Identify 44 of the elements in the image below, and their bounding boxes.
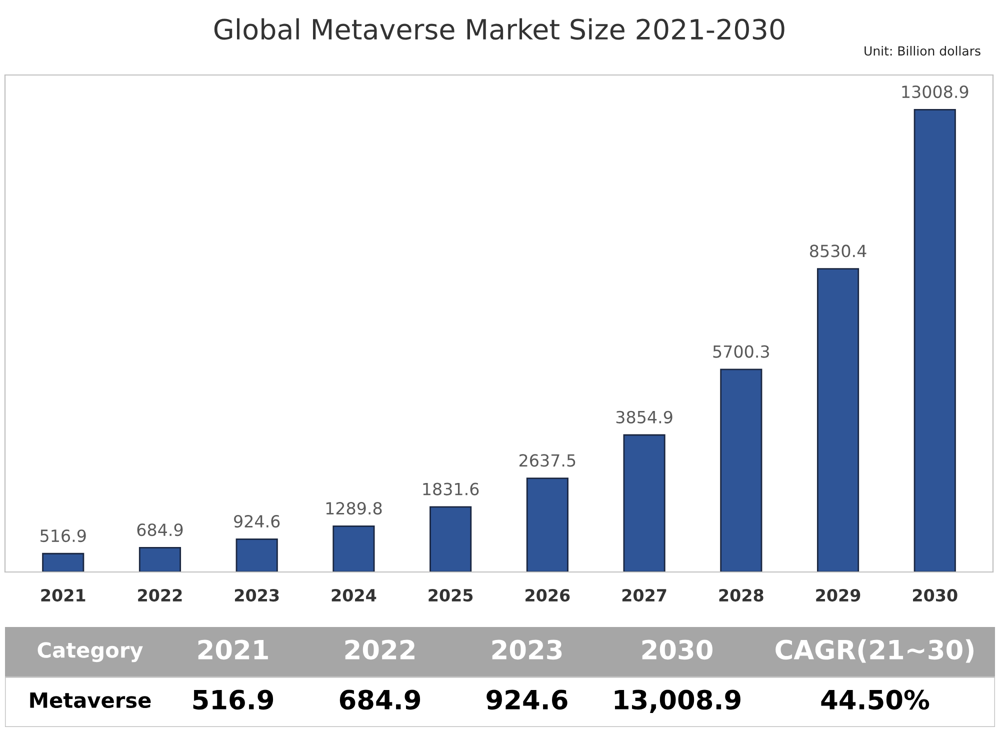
- text: Metaverse: [30, 692, 151, 708]
- bar: [720, 368, 762, 572]
- x-tick-label: 2030: [913, 588, 958, 602]
- text: 684.9: [340, 690, 420, 710]
- bar: [42, 552, 84, 572]
- x-tick-label: 2025: [428, 588, 473, 602]
- x-tick-label: 2022: [138, 588, 182, 602]
- text: 516.9: [193, 690, 274, 710]
- bar: [816, 268, 860, 572]
- data-label: 8530.4: [810, 244, 866, 258]
- chart-title: Global Metaverse Market Size 2021-2030: [214, 18, 784, 40]
- x-tick-label: 2024: [332, 588, 376, 602]
- bar: [430, 506, 472, 572]
- text: Category: [38, 642, 143, 662]
- bar: [623, 434, 666, 572]
- data-label: 5700.3: [713, 345, 769, 358]
- bar: [236, 538, 278, 572]
- data-label: 13008.9: [902, 86, 968, 98]
- data-label: 1831.6: [423, 482, 479, 496]
- bar: [332, 525, 375, 572]
- bar: [526, 478, 568, 572]
- data-label: 924.6: [234, 514, 280, 528]
- text: 2021: [198, 640, 268, 660]
- data-label: 684.9: [137, 523, 183, 536]
- text: 44.50%: [821, 690, 930, 710]
- x-tick-label: 2023: [234, 588, 279, 602]
- x-tick-label: 2021: [41, 588, 86, 602]
- x-tick-label: 2026: [526, 588, 570, 602]
- data-label: 516.9: [40, 529, 86, 542]
- text: 2022: [345, 640, 414, 660]
- data-label: 2637.5: [519, 454, 576, 467]
- data-label: 1289.8: [326, 502, 382, 515]
- x-tick-label: 2028: [719, 588, 764, 602]
- text: Unit: Billion dollars: [864, 46, 980, 56]
- text: 2030: [642, 640, 712, 660]
- text: 2023: [492, 640, 562, 660]
- data-label: 3854.9: [616, 410, 672, 424]
- text: CAGR(21~30): [776, 639, 974, 663]
- text: 924.6: [486, 690, 568, 710]
- text: 13,008.9: [614, 690, 740, 714]
- bar: [138, 546, 182, 572]
- bar: [914, 108, 956, 572]
- x-tick-label: 2027: [622, 588, 666, 602]
- x-tick-label: 2029: [816, 588, 860, 602]
